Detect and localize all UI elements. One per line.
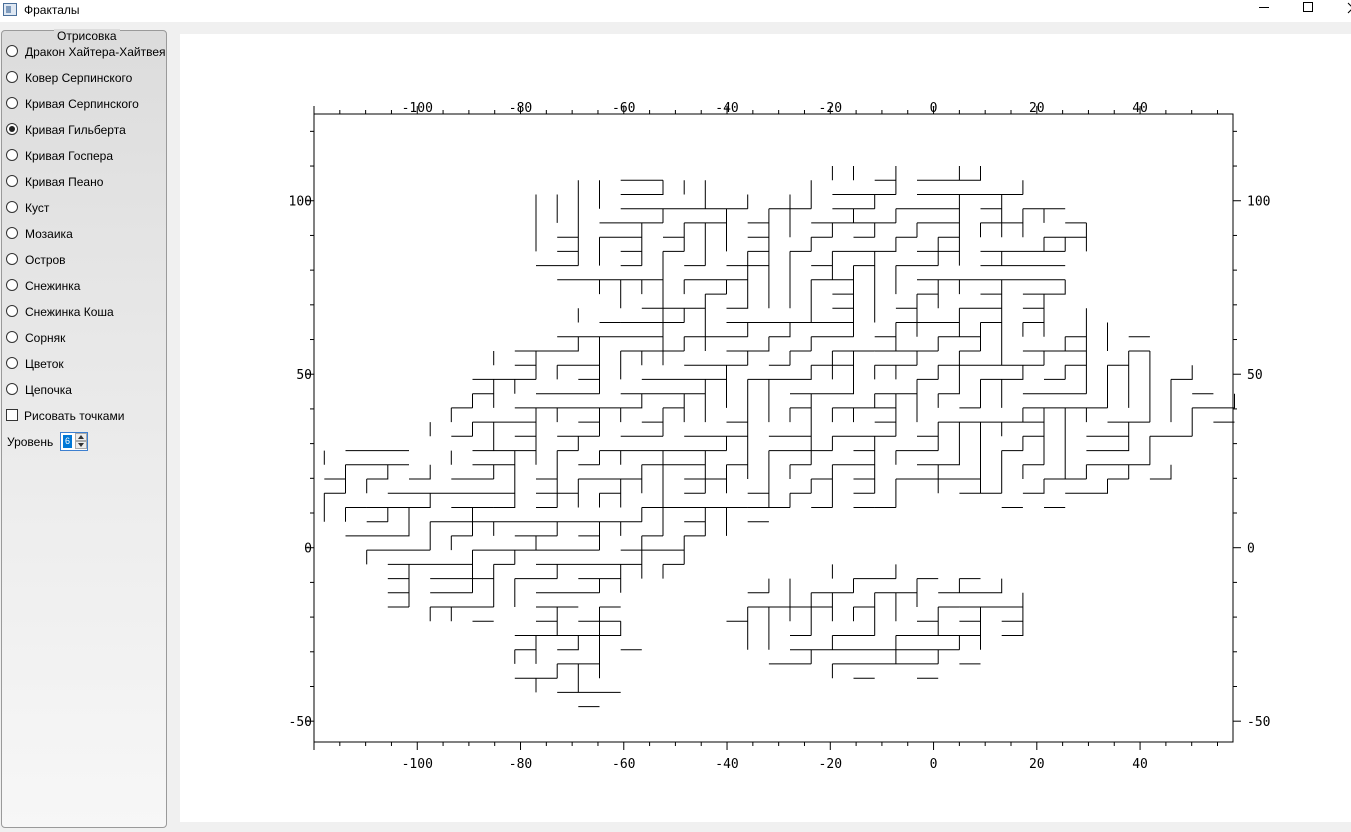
fractal-group-box: Отрисовка Дракон Хайтера-Хайтвея Ковер Се…	[1, 29, 167, 828]
radio-button-icon[interactable]	[6, 123, 18, 135]
fractal-option-3[interactable]: Кривая Гильберта	[6, 121, 166, 139]
x-tick-label-top: -40	[715, 101, 738, 116]
x-tick-label-bottom: 20	[1029, 757, 1045, 772]
radio-button-icon[interactable]	[6, 279, 18, 291]
y-tick-label-left: 100	[289, 195, 312, 210]
title-bar[interactable]: Фракталы	[0, 0, 1351, 22]
x-tick-label-bottom: -20	[819, 757, 842, 772]
x-tick-label-bottom: -80	[509, 757, 532, 772]
fractal-option-13[interactable]: Цепочка	[6, 381, 166, 399]
fractal-option-1[interactable]: Ковер Серпинского	[6, 69, 166, 87]
fractal-option-7[interactable]: Мозаика	[6, 225, 166, 243]
radio-button-icon[interactable]	[6, 383, 18, 395]
y-tick-label-right: 0	[1247, 542, 1255, 557]
y-tick-label-right: -50	[1247, 715, 1270, 730]
level-value[interactable]: 6	[63, 435, 72, 448]
radio-button-icon[interactable]	[6, 97, 18, 109]
y-tick-label-right: 50	[1247, 368, 1263, 383]
maximize-icon	[1303, 2, 1313, 12]
minimize-button[interactable]	[1242, 0, 1286, 22]
radio-button-icon[interactable]	[6, 331, 18, 343]
radio-button-icon[interactable]	[6, 175, 18, 187]
fractal-option-label: Снежинка	[25, 279, 81, 293]
group-title: Отрисовка	[54, 29, 120, 43]
fractal-option-label: Мозаика	[25, 227, 73, 241]
spin-down-icon[interactable]	[75, 441, 87, 449]
level-spinbox[interactable]: 6	[60, 432, 88, 451]
fractal-option-2[interactable]: Кривая Серпинского	[6, 95, 166, 113]
fractal-option-label: Кривая Гильберта	[25, 123, 126, 137]
fractal-option-label: Кривая Госпера	[25, 149, 114, 163]
y-tick-label-left: 0	[304, 542, 312, 557]
radio-button-icon[interactable]	[6, 227, 18, 239]
maximize-button[interactable]	[1286, 0, 1330, 22]
fractal-option-11[interactable]: Сорняк	[6, 329, 166, 347]
radio-button-icon[interactable]	[6, 45, 18, 57]
fractal-option-5[interactable]: Кривая Пеано	[6, 173, 166, 191]
x-tick-label-bottom: -100	[402, 757, 433, 772]
fractal-option-label: Кривая Серпинского	[25, 97, 139, 111]
checkbox-box[interactable]	[6, 409, 18, 421]
minimize-icon	[1259, 7, 1269, 8]
fractal-option-label: Куст	[25, 201, 50, 215]
fractal-plot: -100 -100 -80 -80 -60 -60 -40 -40 -20 -20 0 0 20 20 40…	[289, 101, 1271, 772]
fractal-option-6[interactable]: Куст	[6, 199, 166, 217]
x-tick-label-top: 40	[1132, 101, 1148, 116]
plot-frame	[313, 113, 1234, 743]
fractal-option-8[interactable]: Остров	[6, 251, 166, 269]
fractal-option-label: Кривая Пеано	[25, 175, 104, 189]
x-tick-label-bottom: 0	[930, 757, 938, 772]
window-title: Фракталы	[24, 3, 80, 17]
close-icon	[1347, 2, 1351, 14]
close-button[interactable]	[1330, 0, 1351, 22]
fractal-option-label: Сорняк	[25, 331, 66, 345]
level-label: Уровень	[7, 435, 54, 449]
radio-button-icon[interactable]	[6, 71, 18, 83]
fractal-option-label: Остров	[25, 253, 66, 267]
fractal-option-9[interactable]: Снежинка	[6, 277, 166, 295]
x-tick-label-bottom: -40	[715, 757, 738, 772]
fractal-option-0[interactable]: Дракон Хайтера-Хайтвея	[6, 43, 166, 61]
fractal-option-4[interactable]: Кривая Госпера	[6, 147, 166, 165]
x-tick-label-top: -80	[509, 101, 532, 116]
fractal-option-12[interactable]: Цветок	[6, 355, 166, 373]
fractal-option-label: Цветок	[25, 357, 64, 371]
y-tick-label-left: -50	[289, 715, 312, 730]
fractal-canvas[interactable]: -100 -100 -80 -80 -60 -60 -40 -40 -20 -20 0 0 20 20 40…	[180, 34, 1351, 822]
radio-button-icon[interactable]	[6, 357, 18, 369]
fractal-option-label: Снежинка Коша	[25, 305, 114, 319]
draw-points-label: Рисовать точками	[24, 409, 125, 423]
radio-button-icon[interactable]	[6, 305, 18, 317]
x-tick-label-top: 20	[1029, 101, 1045, 116]
fractal-option-label: Цепочка	[25, 383, 72, 397]
x-tick-label-bottom: -60	[612, 757, 635, 772]
x-tick-label-top: 0	[930, 101, 938, 116]
x-tick-label-bottom: 40	[1132, 757, 1148, 772]
radio-button-icon[interactable]	[6, 149, 18, 161]
spin-up-icon[interactable]	[75, 433, 87, 441]
x-tick-label-top: -100	[402, 101, 433, 116]
draw-points-checkbox[interactable]: Рисовать точками	[6, 407, 166, 425]
app-icon	[3, 3, 17, 16]
hilbert-curve	[323, 166, 1235, 708]
fractal-option-10[interactable]: Снежинка Коша	[6, 303, 166, 321]
x-tick-label-top: -60	[612, 101, 635, 116]
y-tick-label-right: 100	[1247, 195, 1270, 210]
radio-button-icon[interactable]	[6, 201, 18, 213]
fractal-option-label: Ковер Серпинского	[25, 71, 133, 85]
y-tick-label-left: 50	[296, 368, 312, 383]
fractal-option-label: Дракон Хайтера-Хайтвея	[25, 45, 166, 59]
plot-axes: -100 -100 -80 -80 -60 -60 -40 -40 -20 -20 0 0 20 20 40…	[289, 101, 1271, 772]
radio-button-icon[interactable]	[6, 253, 18, 265]
x-tick-label-top: -20	[819, 101, 842, 116]
fractal-path	[323, 166, 1235, 708]
